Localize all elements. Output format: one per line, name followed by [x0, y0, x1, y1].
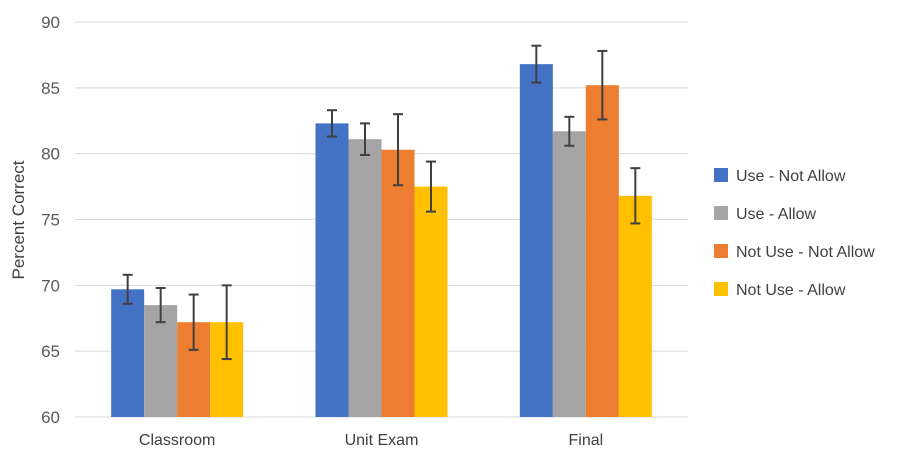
- y-tick-label: 70: [41, 276, 60, 295]
- legend-swatch: [714, 168, 728, 182]
- y-tick-label: 65: [41, 342, 60, 361]
- legend: Use - Not Allow Use - Allow Not Use - Not …: [714, 168, 875, 299]
- x-category-label: Final: [568, 432, 603, 449]
- bar: [552, 131, 586, 418]
- legend-label: Not Use - Allow: [736, 282, 846, 299]
- x-category-labels: Classroom Unit Exam Final: [139, 432, 603, 449]
- y-tick-label: 85: [41, 79, 60, 98]
- y-tick-label: 90: [41, 13, 60, 32]
- y-tick-labels: 60 65 70 75 80 85 90: [41, 13, 60, 427]
- y-tick-label: 75: [41, 211, 60, 230]
- bar: [111, 289, 145, 417]
- legend-swatch: [714, 282, 728, 296]
- bar: [618, 195, 652, 417]
- bar: [585, 85, 619, 417]
- legend-swatch: [714, 244, 728, 258]
- bar: [315, 123, 349, 417]
- bar: [381, 149, 415, 417]
- y-tick-label: 60: [41, 408, 60, 427]
- bar: [414, 186, 448, 417]
- legend-label: Use - Not Allow: [736, 168, 846, 185]
- legend-label: Not Use - Not Allow: [736, 244, 875, 261]
- legend-swatch: [714, 206, 728, 220]
- bar: [519, 64, 553, 417]
- x-category-label: Classroom: [139, 432, 215, 449]
- bars: [111, 64, 652, 418]
- legend-label: Use - Allow: [736, 206, 816, 223]
- error-bars: [122, 44, 641, 361]
- bar: [144, 305, 178, 417]
- y-axis-title: Percent Correct: [9, 160, 28, 279]
- x-category-label: Unit Exam: [345, 432, 419, 449]
- bar: [348, 139, 382, 417]
- y-tick-label: 80: [41, 145, 60, 164]
